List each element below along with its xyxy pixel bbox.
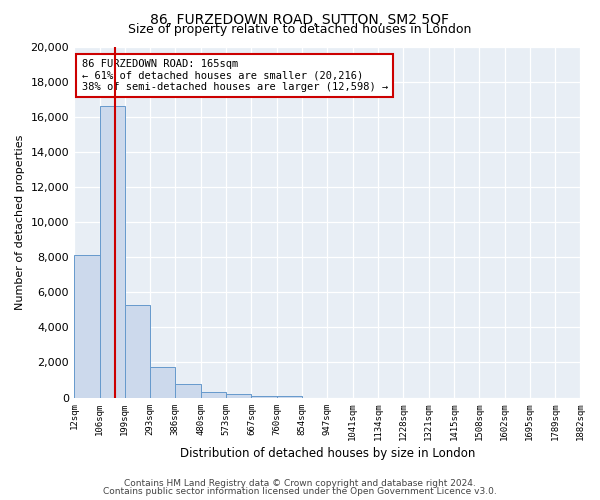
Bar (277, 396, 302, 398)
Bar (100, 106, 125, 398)
Bar (201, 392, 226, 398)
Text: 86 FURZEDOWN ROAD: 165sqm
← 61% of detached houses are smaller (20,216)
38% of s: 86 FURZEDOWN ROAD: 165sqm ← 61% of detac… (82, 59, 388, 92)
Bar (175, 384, 201, 398)
X-axis label: Distribution of detached houses by size in London: Distribution of detached houses by size … (179, 447, 475, 460)
Text: 86, FURZEDOWN ROAD, SUTTON, SM2 5QF: 86, FURZEDOWN ROAD, SUTTON, SM2 5QF (151, 12, 449, 26)
Bar (226, 394, 251, 398)
Text: Size of property relative to detached houses in London: Size of property relative to detached ho… (128, 22, 472, 36)
Bar (251, 396, 277, 398)
Bar (150, 367, 175, 398)
Text: Contains public sector information licensed under the Open Government Licence v3: Contains public sector information licen… (103, 486, 497, 496)
Text: Contains HM Land Registry data © Crown copyright and database right 2024.: Contains HM Land Registry data © Crown c… (124, 479, 476, 488)
Bar (125, 304, 150, 398)
Bar (74, 256, 100, 398)
Y-axis label: Number of detached properties: Number of detached properties (15, 134, 25, 310)
